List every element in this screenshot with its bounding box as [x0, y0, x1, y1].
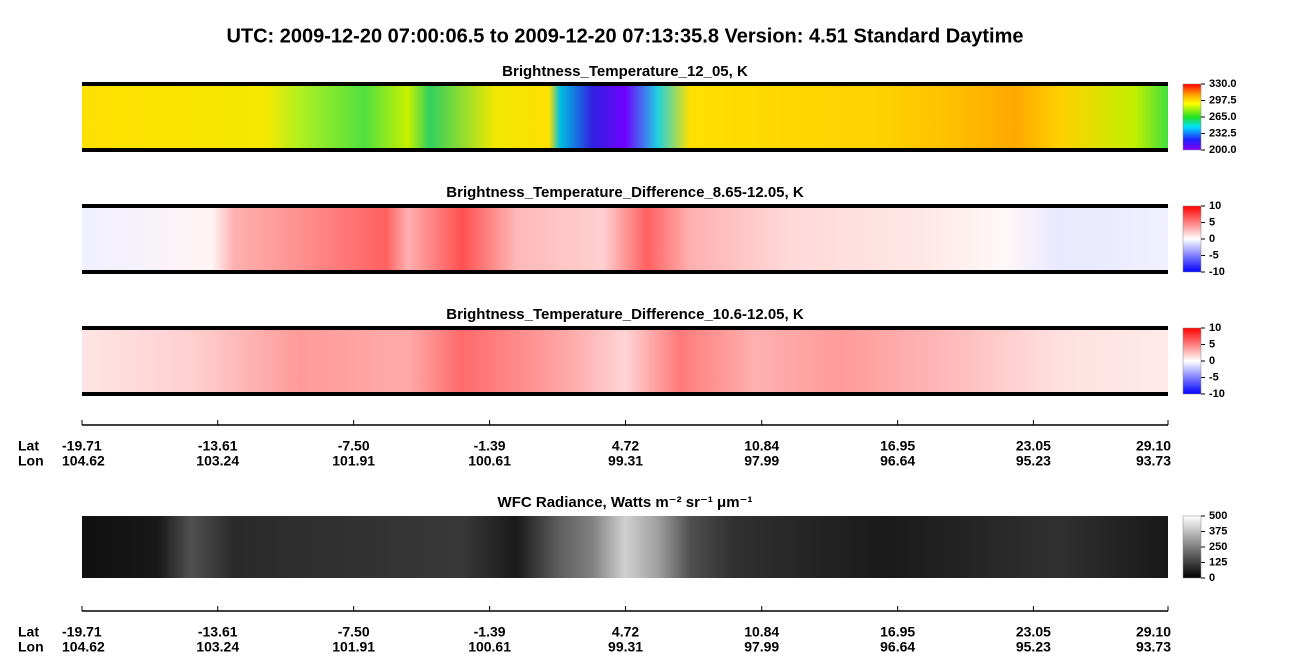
lon-tick-label: 96.64 — [880, 639, 915, 655]
colorbar-tick-label: 10 — [1209, 322, 1221, 334]
panel-title: WFC Radiance, Watts m⁻² sr⁻¹ μm⁻¹ — [498, 494, 753, 511]
scan-edge — [82, 148, 1168, 152]
lat-tick-label: 29.10 — [1136, 624, 1171, 640]
scan-edge — [82, 392, 1168, 396]
lon-tick-label: 95.23 — [1016, 453, 1051, 469]
lat-label: Lat — [18, 438, 39, 454]
colorbar — [1182, 327, 1202, 395]
colorbar-tick-label: -10 — [1209, 266, 1225, 278]
colorbar-tick-label: 125 — [1209, 556, 1227, 568]
colorbar-tick-label: 265.0 — [1209, 111, 1237, 123]
lat-tick-label: 16.95 — [880, 438, 915, 454]
lon-tick-label: 93.73 — [1136, 639, 1171, 655]
colorbar-tick-label: 5 — [1209, 338, 1215, 350]
lat-tick-label: 16.95 — [880, 624, 915, 640]
colorbar-tick-label: 10 — [1209, 200, 1221, 212]
lat-tick-label: 10.84 — [744, 624, 779, 640]
panel-title: Brightness_Temperature_Difference_8.65-1… — [446, 184, 804, 201]
image-strip — [82, 328, 1168, 394]
lon-tick-label: 103.24 — [196, 639, 239, 655]
lat-tick-label: 29.10 — [1136, 438, 1171, 454]
lon-tick-label: 101.91 — [332, 453, 375, 469]
lat-tick-label: 23.05 — [1016, 438, 1051, 454]
lat-tick-label: -7.50 — [338, 624, 370, 640]
lat-tick-label: -1.39 — [474, 438, 506, 454]
figure-title: UTC: 2009-12-20 07:00:06.5 to 2009-12-20… — [226, 25, 1023, 47]
lon-tick-label: 99.31 — [608, 453, 643, 469]
lat-tick-label: -19.71 — [62, 624, 102, 640]
lon-tick-label: 99.31 — [608, 639, 643, 655]
lat-tick-label: -13.61 — [198, 624, 238, 640]
lat-tick-label: 23.05 — [1016, 624, 1051, 640]
colorbar — [1182, 205, 1202, 273]
scan-edge — [82, 82, 1168, 86]
image-strip — [82, 516, 1168, 578]
scan-edge — [82, 204, 1168, 208]
lat-tick-label: -13.61 — [198, 438, 238, 454]
lat-tick-label: 4.72 — [612, 624, 639, 640]
colorbar-tick-label: 500 — [1209, 510, 1227, 522]
lon-tick-label: 104.62 — [62, 453, 105, 469]
lon-tick-label: 100.61 — [468, 453, 511, 469]
lon-label: Lon — [18, 453, 44, 469]
lon-label: Lon — [18, 639, 44, 655]
colorbar — [1182, 83, 1202, 151]
colorbar — [1182, 515, 1202, 579]
lat-tick-label: -7.50 — [338, 438, 370, 454]
lat-label: Lat — [18, 624, 39, 640]
colorbar-tick-label: 0 — [1209, 233, 1215, 245]
image-strip — [82, 206, 1168, 272]
image-strip — [82, 84, 1168, 150]
colorbar-tick-label: 232.5 — [1209, 127, 1237, 139]
scan-edge — [82, 270, 1168, 274]
lon-tick-label: 100.61 — [468, 639, 511, 655]
lat-tick-label: -19.71 — [62, 438, 102, 454]
colorbar-tick-label: -10 — [1209, 388, 1225, 400]
lon-tick-label: 101.91 — [332, 639, 375, 655]
colorbar-tick-label: 0 — [1209, 355, 1215, 367]
lon-tick-label: 103.24 — [196, 453, 239, 469]
colorbar-tick-label: 330.0 — [1209, 78, 1237, 90]
panel-title: Brightness_Temperature_12_05, K — [502, 63, 748, 80]
lon-tick-label: 97.99 — [744, 639, 779, 655]
colorbar-tick-label: 250 — [1209, 541, 1227, 553]
lon-tick-label: 95.23 — [1016, 639, 1051, 655]
lat-tick-label: 10.84 — [744, 438, 779, 454]
colorbar-tick-label: 297.5 — [1209, 94, 1237, 106]
lon-tick-label: 96.64 — [880, 453, 915, 469]
lat-tick-label: 4.72 — [612, 438, 639, 454]
colorbar-tick-label: -5 — [1209, 371, 1219, 383]
lon-tick-label: 104.62 — [62, 639, 105, 655]
colorbar-tick-label: 200.0 — [1209, 144, 1237, 156]
colorbar-tick-label: 5 — [1209, 216, 1215, 228]
colorbar-tick-label: 0 — [1209, 572, 1215, 584]
lon-tick-label: 97.99 — [744, 453, 779, 469]
colorbar-tick-label: -5 — [1209, 249, 1219, 261]
lon-tick-label: 93.73 — [1136, 453, 1171, 469]
lat-tick-label: -1.39 — [474, 624, 506, 640]
scan-edge — [82, 326, 1168, 330]
panel-title: Brightness_Temperature_Difference_10.6-1… — [446, 306, 804, 323]
colorbar-tick-label: 375 — [1209, 525, 1227, 537]
